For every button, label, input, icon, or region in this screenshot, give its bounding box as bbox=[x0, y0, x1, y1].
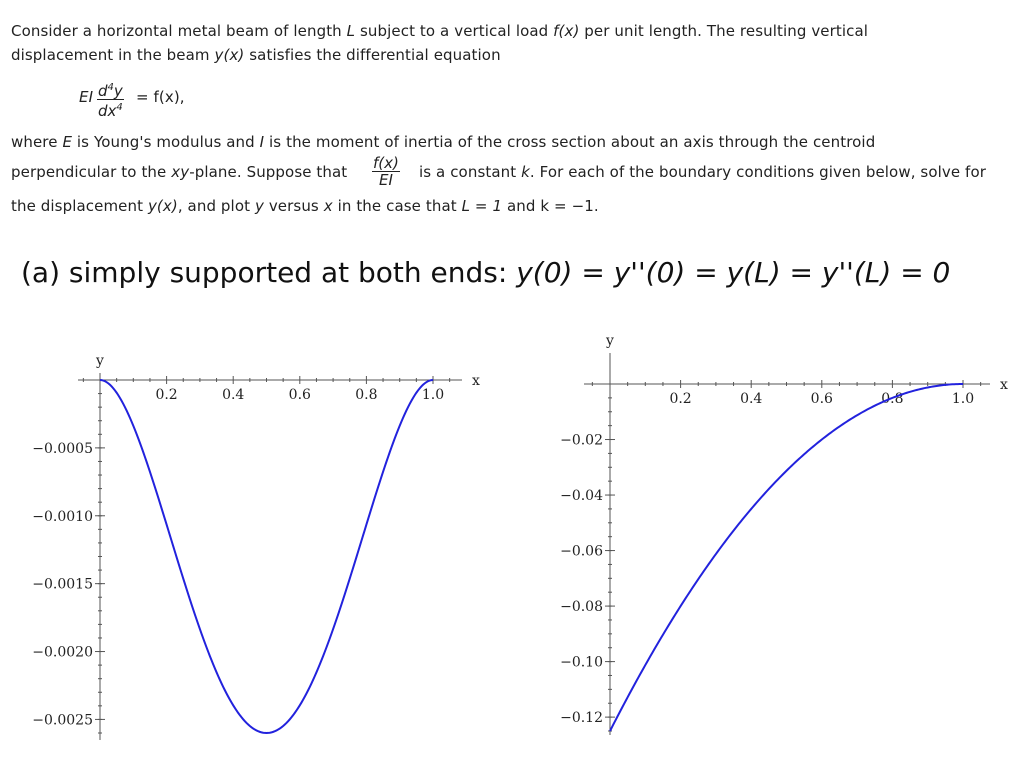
fraction-denominator: EI bbox=[378, 171, 393, 189]
symbol-I: I bbox=[259, 133, 265, 151]
x-axis-label: x bbox=[1000, 377, 1008, 393]
text-segment: in the case that bbox=[337, 197, 457, 215]
part-a-heading: (a) simply supported at both ends: y(0) … bbox=[21, 256, 950, 289]
eq-numerator: d4y bbox=[97, 82, 124, 100]
text-segment: subject to a vertical load bbox=[360, 22, 549, 40]
eq-rhs: = f(x), bbox=[136, 88, 185, 106]
y-tick-label: −0.0020 bbox=[32, 645, 93, 661]
plot-left-labels: 0.2 0.4 0.6 0.8 1.0 x y −0.0005 −0.0010 −0.0015 −0… bbox=[32, 353, 480, 728]
text-segment: the displacement bbox=[11, 197, 144, 215]
problem-line-5: the displacement y(x), and plot y versus… bbox=[11, 197, 599, 215]
y-tick-label: −0.0025 bbox=[32, 712, 93, 728]
problem-line-1: Consider a horizontal metal beam of leng… bbox=[11, 22, 868, 40]
y-axis-label: y bbox=[605, 333, 614, 349]
part-a-boundary-conditions: y(0) = y''(0) = y(L) = y''(L) = 0 bbox=[516, 256, 951, 289]
x-tick-label: 1.0 bbox=[422, 387, 444, 403]
symbol-y-x: y(x) bbox=[147, 197, 178, 215]
symbol-k: k bbox=[521, 163, 530, 181]
x-tick-label: 0.4 bbox=[222, 387, 244, 403]
text-segment: where bbox=[11, 133, 58, 151]
y-tick-label: −0.08 bbox=[560, 599, 603, 615]
x-axis-label: x bbox=[472, 373, 480, 389]
x-tick-label: 0.2 bbox=[669, 391, 691, 407]
text-segment: is Young's modulus and bbox=[76, 133, 255, 151]
y-tick-label: −0.0005 bbox=[32, 441, 93, 457]
text-segment: perpendicular to the bbox=[11, 163, 167, 181]
y-tick-label: −0.10 bbox=[560, 655, 603, 671]
symbol-y: y bbox=[254, 197, 264, 215]
y-tick-label: −0.04 bbox=[560, 488, 603, 504]
text-segment: per unit length. The resulting vertical bbox=[584, 22, 869, 40]
eq-denominator: dx4 bbox=[98, 102, 123, 120]
x-tick-label: 0.2 bbox=[155, 387, 177, 403]
symbol-L: L bbox=[346, 22, 356, 40]
plot-right-axes bbox=[584, 353, 990, 735]
text-segment: satisfies the differential equation bbox=[249, 46, 501, 64]
inline-fraction-f-over-EI: f(x) EI bbox=[372, 155, 400, 188]
plot-left-curve bbox=[99, 379, 434, 735]
x-tick-label: 0.8 bbox=[355, 387, 377, 403]
problem-line-3: where E is Young's modulus and I is the … bbox=[11, 133, 875, 151]
y-tick-label: −0.02 bbox=[560, 433, 603, 449]
condition-k: k = −1. bbox=[540, 197, 599, 215]
plot-right-chart: 0.2 0.4 0.6 0.8 1.0 x y −0.02 −0.04 −0.06 −0.08 −0.… bbox=[560, 333, 1008, 735]
symbol-y-x: y(x) bbox=[214, 46, 245, 64]
text-segment: . For each of the boundary conditions gi… bbox=[529, 163, 986, 181]
plot-simply-supported: 0.2 0.4 0.6 0.8 1.0 x y −0.0005 −0.0010 −0.0015 −0… bbox=[32, 353, 480, 740]
plot-right-labels: 0.2 0.4 0.6 0.8 1.0 x y −0.02 −0.04 −0.06 −0.08 −0.… bbox=[560, 333, 1008, 726]
eq-derivative-fraction: d4y dx4 bbox=[97, 80, 124, 119]
part-a-label: (a) simply supported at both ends: bbox=[21, 256, 508, 289]
y-axis-label: y bbox=[95, 353, 104, 369]
text-segment: and bbox=[506, 197, 536, 215]
problem-line-2: displacement in the beam y(x) satisfies … bbox=[11, 46, 501, 64]
x-tick-label: 1.0 bbox=[952, 391, 974, 407]
text-segment: is the moment of inertia of the cross se… bbox=[269, 133, 876, 151]
x-tick-label: 0.8 bbox=[881, 391, 903, 407]
fraction-numerator: f(x) bbox=[372, 154, 400, 172]
y-tick-label: −0.12 bbox=[560, 710, 603, 726]
symbol-xy: xy bbox=[171, 163, 190, 181]
y-tick-label: −0.0010 bbox=[32, 509, 93, 525]
text-segment: is a constant bbox=[419, 163, 517, 181]
problem-line-4-right: is a constant k. For each of the boundar… bbox=[419, 163, 986, 181]
y-tick-label: −0.06 bbox=[560, 544, 603, 560]
symbol-f-x: f(x) bbox=[553, 22, 580, 40]
x-tick-label: 0.6 bbox=[811, 391, 833, 407]
x-tick-label: 0.6 bbox=[289, 387, 311, 403]
symbol-E: E bbox=[62, 133, 73, 151]
y-tick-label: −0.0015 bbox=[32, 577, 93, 593]
eq-EI: EI bbox=[79, 88, 94, 106]
plot-left-axes bbox=[78, 373, 462, 740]
text-segment: versus bbox=[268, 197, 319, 215]
text-segment: displacement in the beam bbox=[11, 46, 210, 64]
condition-L: L = 1 bbox=[461, 197, 503, 215]
text-segment: Consider a horizontal metal beam of leng… bbox=[11, 22, 342, 40]
plot-right-curve bbox=[609, 383, 964, 732]
text-segment: , and plot bbox=[177, 197, 251, 215]
problem-line-4-left: perpendicular to the xy-plane. Suppose t… bbox=[11, 163, 347, 181]
x-tick-label: 0.4 bbox=[740, 391, 762, 407]
symbol-x: x bbox=[323, 197, 333, 215]
text-segment: -plane. Suppose that bbox=[189, 163, 348, 181]
